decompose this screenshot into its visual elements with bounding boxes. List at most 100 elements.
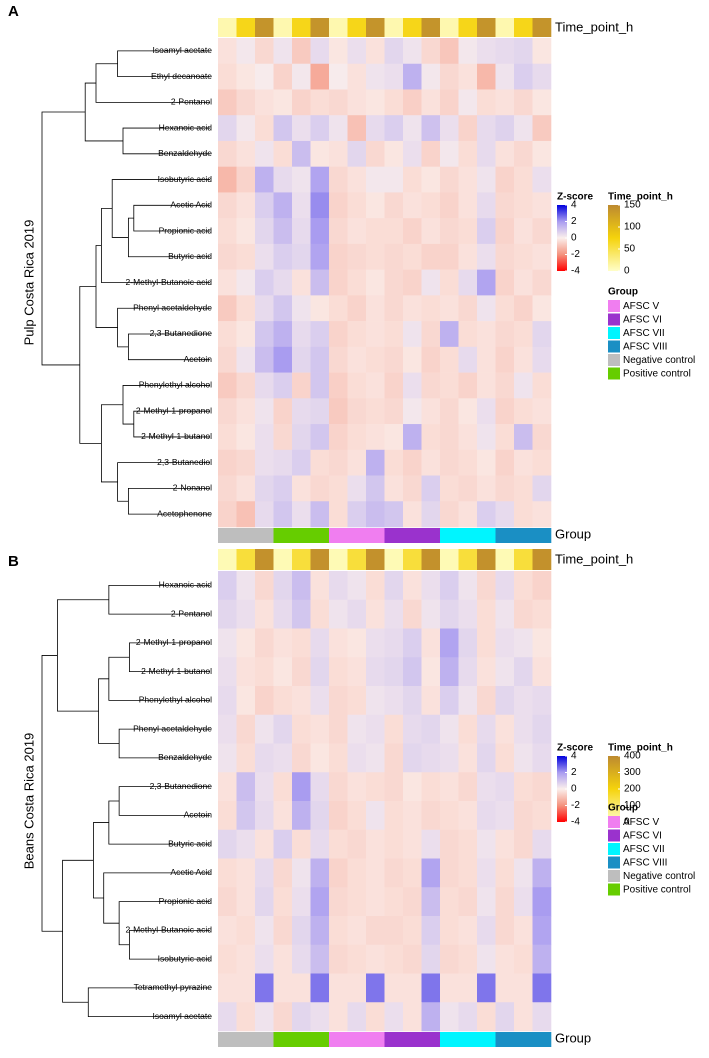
group-cell — [347, 528, 367, 543]
group-cell — [421, 1032, 441, 1047]
heatmap-cell — [440, 743, 459, 773]
heatmap-cell — [532, 89, 552, 116]
heatmap-cell — [347, 599, 367, 629]
heatmap-cell — [347, 944, 367, 974]
heatmap-cell — [255, 858, 274, 888]
heatmap-cell — [440, 243, 459, 270]
heatmap-cell — [236, 599, 256, 629]
heatmap-cell — [292, 714, 311, 744]
heatmap-cell — [384, 657, 404, 687]
time-cell — [477, 549, 496, 570]
heatmap-cell — [495, 321, 515, 348]
heatmap-cell — [273, 346, 293, 373]
heatmap-cell — [236, 858, 256, 888]
time-cell — [347, 549, 367, 570]
heatmap-cell — [403, 501, 422, 528]
heatmap-cell — [477, 140, 496, 167]
heatmap-cell — [384, 346, 404, 373]
heatmap-cell — [458, 916, 478, 946]
heatmap-cell — [347, 657, 367, 687]
heatmap-cell — [458, 743, 478, 773]
heatmap-cell — [384, 475, 404, 502]
heatmap-cell — [329, 571, 348, 601]
heatmap-cell — [440, 657, 459, 687]
heatmap-cell — [514, 372, 533, 399]
group-cell — [273, 1032, 293, 1047]
heatmap-cell — [255, 1002, 274, 1032]
time-tick-label: 150 — [624, 200, 641, 211]
heatmap-cell — [384, 63, 404, 90]
heatmap-cell — [347, 829, 367, 859]
heatmap-cell — [236, 166, 256, 193]
heatmap-cell — [421, 916, 441, 946]
heatmap-cell — [347, 449, 367, 476]
heatmap-cell — [532, 973, 552, 1003]
time-cell — [384, 18, 404, 37]
heatmap-cell — [514, 398, 533, 425]
heatmap-cell — [477, 829, 496, 859]
y-axis-label: Pulp Costa Rica 2019 — [21, 220, 36, 346]
heatmap-cell — [514, 424, 533, 451]
group-cell — [347, 1032, 367, 1047]
heatmap-cell — [255, 599, 274, 629]
heatmap-cell — [329, 140, 348, 167]
heatmap-cell — [236, 475, 256, 502]
heatmap-cell — [255, 295, 274, 322]
time-cell — [458, 18, 478, 37]
heatmap-cell — [440, 346, 459, 373]
heatmap-cell — [273, 686, 293, 716]
heatmap-cell — [329, 829, 348, 859]
heatmap-cell — [477, 346, 496, 373]
heatmap-cell — [366, 89, 385, 116]
heatmap-cell — [366, 372, 385, 399]
heatmap-cell — [532, 269, 552, 296]
heatmap-cell — [329, 424, 348, 451]
heatmap-cell — [236, 743, 256, 773]
heatmap-cell — [236, 295, 256, 322]
heatmap-cell — [218, 887, 237, 917]
heatmap-cell — [347, 372, 367, 399]
heatmap-cell — [495, 571, 515, 601]
dendrogram-link — [84, 82, 123, 142]
panel-label: A — [8, 3, 19, 20]
time-cell — [273, 18, 293, 37]
heatmap-cell — [403, 89, 422, 116]
heatmap-cell — [421, 475, 441, 502]
heatmap-cell — [292, 944, 311, 974]
heatmap-cell — [458, 295, 478, 322]
heatmap-cell — [236, 628, 256, 658]
heatmap-cell — [477, 916, 496, 946]
heatmap-cell — [236, 501, 256, 528]
row-label: Benzaldehyde — [158, 148, 212, 158]
heatmap-cell — [329, 346, 348, 373]
time-cell — [532, 549, 552, 570]
heatmap-cell — [273, 218, 293, 245]
heatmap-cell — [477, 295, 496, 322]
heatmap-cell — [310, 858, 330, 888]
heatmap-cell — [218, 115, 237, 142]
heatmap-cell — [403, 346, 422, 373]
heatmap-cell — [329, 887, 348, 917]
z-tick-label: 0 — [571, 784, 577, 795]
heatmap-cell — [273, 599, 293, 629]
heatmap-cell — [255, 424, 274, 451]
heatmap-cell — [273, 829, 293, 859]
group-cell — [366, 528, 385, 543]
heatmap-cell — [366, 192, 385, 219]
heatmap-cell — [403, 424, 422, 451]
heatmap-cell — [347, 1002, 367, 1032]
heatmap-cell — [477, 449, 496, 476]
heatmap-cell — [477, 243, 496, 270]
heatmap-cell — [384, 801, 404, 831]
heatmap-cell — [477, 63, 496, 90]
heatmap-cell — [329, 944, 348, 974]
heatmap-cell — [514, 346, 533, 373]
heatmap-cell — [255, 657, 274, 687]
time-tick-label: 400 — [624, 751, 641, 762]
time-cell — [218, 549, 237, 570]
heatmap-cell — [403, 628, 422, 658]
heatmap-cell — [421, 372, 441, 399]
heatmap-cell — [255, 38, 274, 65]
heatmap-cell — [458, 63, 478, 90]
